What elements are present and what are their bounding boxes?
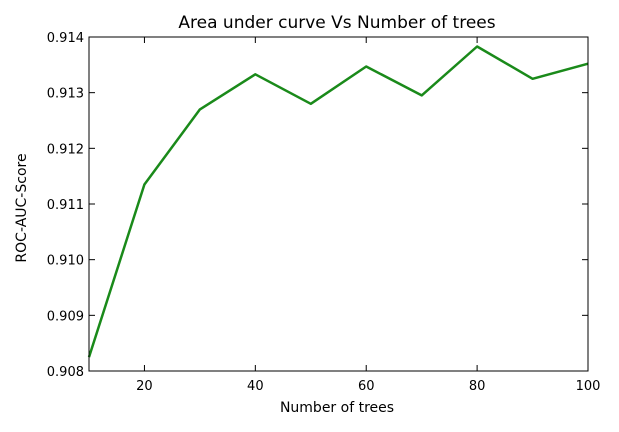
y-tick-label: 0.908 xyxy=(47,365,84,380)
chart-title: Area under curve Vs Number of trees xyxy=(178,13,495,33)
y-tick-label: 0.911 xyxy=(47,198,84,213)
y-tick-label: 0.909 xyxy=(47,309,84,324)
x-tick-label: 80 xyxy=(469,379,486,394)
x-tick-label: 40 xyxy=(247,379,264,394)
plot-frame xyxy=(88,36,589,372)
y-tick-label: 0.914 xyxy=(47,31,84,46)
x-tick-label: 60 xyxy=(358,379,375,394)
axis-ticks: 0.908 0.909 0.910 0.911 0.912 0.913 0.914 20 40 6… xyxy=(47,31,601,394)
y-axis-label: ROC-AUC-Score xyxy=(14,153,30,262)
series-line xyxy=(87,45,589,358)
x-axis-label: Number of trees xyxy=(280,400,394,416)
series-lines xyxy=(87,45,589,358)
y-tick-label: 0.910 xyxy=(47,254,84,269)
x-tick-label: 100 xyxy=(576,379,601,394)
x-tick-label: 20 xyxy=(136,379,153,394)
y-tick-label: 0.913 xyxy=(47,87,84,102)
y-tick-label: 0.912 xyxy=(47,142,84,157)
